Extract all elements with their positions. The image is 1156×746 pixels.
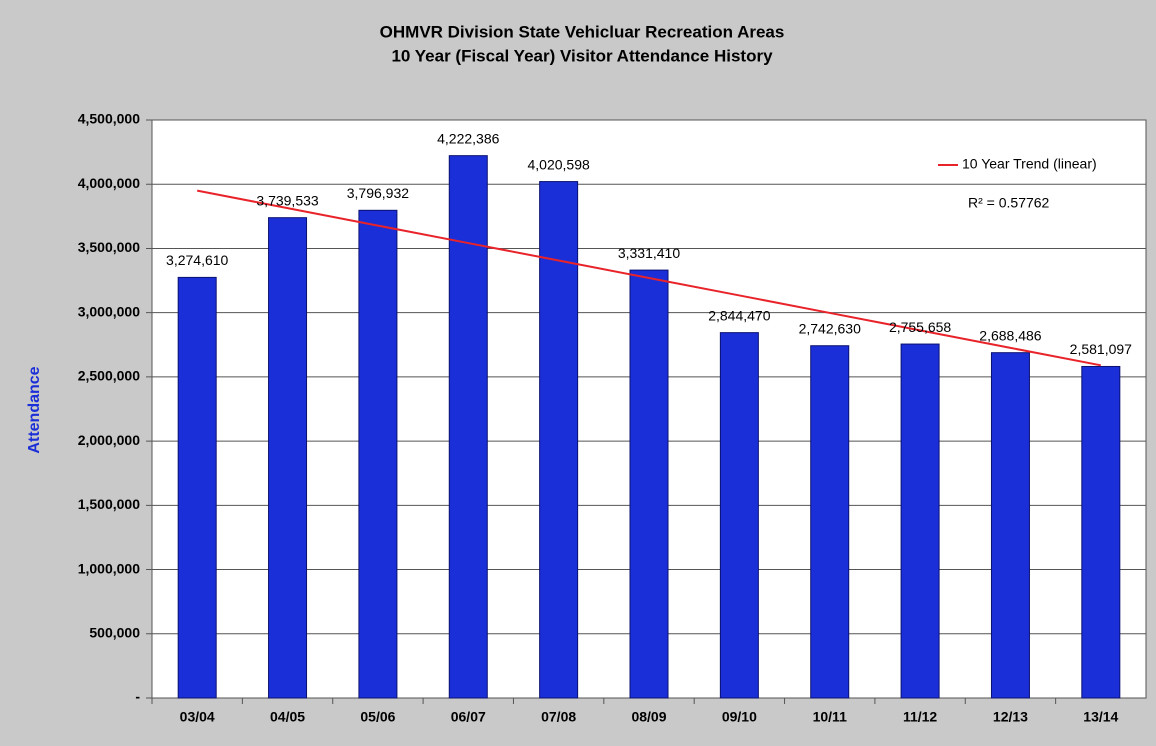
x-tick-label: 13/14 [1083,709,1118,725]
annotation: R² = 0.57762 [968,195,1050,211]
y-tick-label: 1,500,000 [78,496,140,512]
x-tick-label: 09/10 [722,709,757,725]
bar [177,276,217,699]
y-axis-label: Attendance [26,366,43,453]
y-tick-label: 3,500,000 [78,239,140,255]
x-tick-label: 04/05 [270,709,305,725]
value-label: 2,581,097 [1070,341,1132,357]
bar [629,269,669,699]
value-label: 2,742,630 [799,320,861,336]
value-label: 2,688,486 [979,327,1041,343]
value-label: 3,331,410 [618,245,680,261]
bar [1081,365,1121,699]
bar [810,345,850,699]
value-label: 3,796,932 [347,185,409,201]
bar [719,332,759,699]
x-tick-label: 11/12 [903,709,937,725]
value-label: 2,755,658 [889,319,951,335]
bar [268,217,308,699]
x-tick-label: 06/07 [451,709,486,725]
chart-subtitle: 10 Year (Fiscal Year) Visitor Attendance… [391,46,773,65]
bar [448,155,488,699]
y-tick-label: 3,000,000 [78,303,140,319]
value-label: 3,739,533 [256,192,318,208]
trend-line [196,189,1102,367]
bar [900,343,940,699]
value-label: 3,274,610 [166,252,228,268]
y-tick-label: 2,500,000 [78,368,140,384]
bar [539,181,579,699]
x-tick-label: 05/06 [360,709,395,725]
x-tick-label: 12/13 [993,709,1028,725]
y-tick-label: - [135,689,140,705]
bar [990,352,1030,699]
y-tick-label: 500,000 [89,624,140,640]
x-tick-label: 07/08 [541,709,576,725]
y-tick-label: 4,500,000 [78,111,140,127]
value-label: 4,222,386 [437,130,499,146]
y-tick-label: 4,000,000 [78,175,140,191]
value-label: 2,844,470 [708,307,770,323]
value-label: 4,020,598 [527,156,589,172]
legend-label: 10 Year Trend (linear) [962,156,1097,172]
x-tick-label: 03/04 [180,709,215,725]
x-tick-label: 08/09 [631,709,666,725]
y-tick-label: 1,000,000 [78,560,140,576]
bar [358,209,398,699]
x-tick-label: 10/11 [813,709,847,725]
y-tick-label: 2,000,000 [78,432,140,448]
chart-title: OHMVR Division State Vehicluar Recreatio… [380,22,785,41]
